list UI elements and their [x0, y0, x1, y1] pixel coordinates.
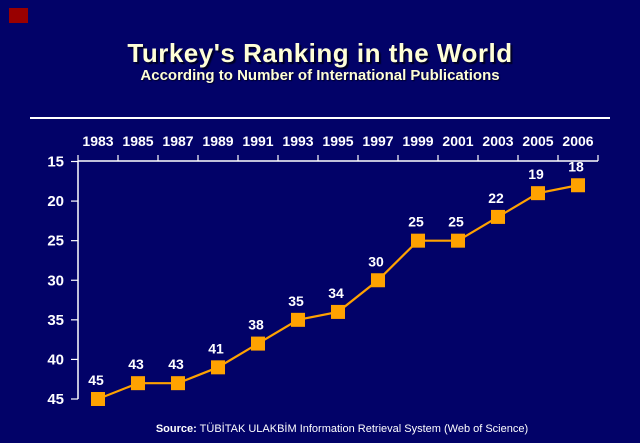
chart-subtitle: According to Number of International Pub…: [140, 67, 500, 84]
y-tick-label: 45: [47, 391, 64, 408]
x-tick-label: 1991: [242, 133, 273, 149]
data-point-marker: [91, 392, 105, 407]
chart-title: Turkey's Ranking in the World: [127, 38, 513, 68]
data-point-label: 19: [528, 166, 544, 182]
data-point-label: 43: [128, 356, 144, 372]
y-tick-label: 25: [47, 233, 64, 250]
data-point-label: 18: [568, 158, 584, 174]
source-note: Source: TÜBİTAK ULAKBİM Information Retr…: [22, 423, 640, 435]
red-annotation-marker: [9, 8, 28, 23]
data-point-label: 25: [408, 214, 424, 230]
data-point-marker: [371, 273, 385, 288]
x-tick-label: 1993: [282, 133, 313, 149]
data-point-label: 45: [88, 372, 104, 388]
x-tick-label: 1999: [402, 133, 433, 149]
data-point-marker: [171, 376, 185, 391]
x-tick-label: 1983: [82, 133, 113, 149]
data-point-marker: [411, 233, 425, 248]
x-tick-label: 1989: [202, 133, 233, 149]
data-point-marker: [531, 186, 545, 201]
x-tick-label: 1985: [122, 133, 153, 149]
y-tick-label: 20: [47, 193, 64, 210]
x-tick-label: 1995: [322, 133, 353, 149]
x-tick-label: 1997: [362, 133, 393, 149]
data-point-label: 34: [328, 285, 344, 301]
data-point-marker: [331, 304, 345, 319]
data-point-marker: [451, 233, 465, 248]
source-text: TÜBİTAK ULAKBİM Information Retrieval Sy…: [196, 423, 529, 435]
data-point-label: 22: [488, 190, 504, 206]
data-point-marker: [291, 312, 305, 327]
data-point-marker: [571, 178, 585, 193]
data-point-marker: [131, 376, 145, 391]
y-tick-label: 40: [47, 351, 64, 368]
title-divider-line: [30, 117, 610, 119]
data-point-marker: [491, 209, 505, 224]
y-tick-label: 30: [47, 272, 64, 289]
x-tick-label: 2003: [482, 133, 513, 149]
x-tick-label: 1987: [162, 133, 193, 149]
data-point-marker: [251, 336, 265, 351]
x-tick-label: 2001: [442, 133, 473, 149]
y-tick-label: 35: [47, 312, 64, 329]
source-label: Source:: [155, 423, 197, 435]
y-tick-label: 15: [47, 154, 64, 171]
data-point-label: 38: [248, 317, 264, 333]
x-tick-label: 2006: [562, 133, 593, 149]
data-point-marker: [211, 360, 225, 375]
data-point-label: 25: [448, 214, 464, 230]
data-point-label: 35: [288, 293, 304, 309]
x-tick-label: 2005: [522, 133, 553, 149]
data-point-label: 43: [168, 356, 184, 372]
data-point-label: 41: [208, 340, 224, 356]
data-point-label: 30: [368, 253, 384, 269]
